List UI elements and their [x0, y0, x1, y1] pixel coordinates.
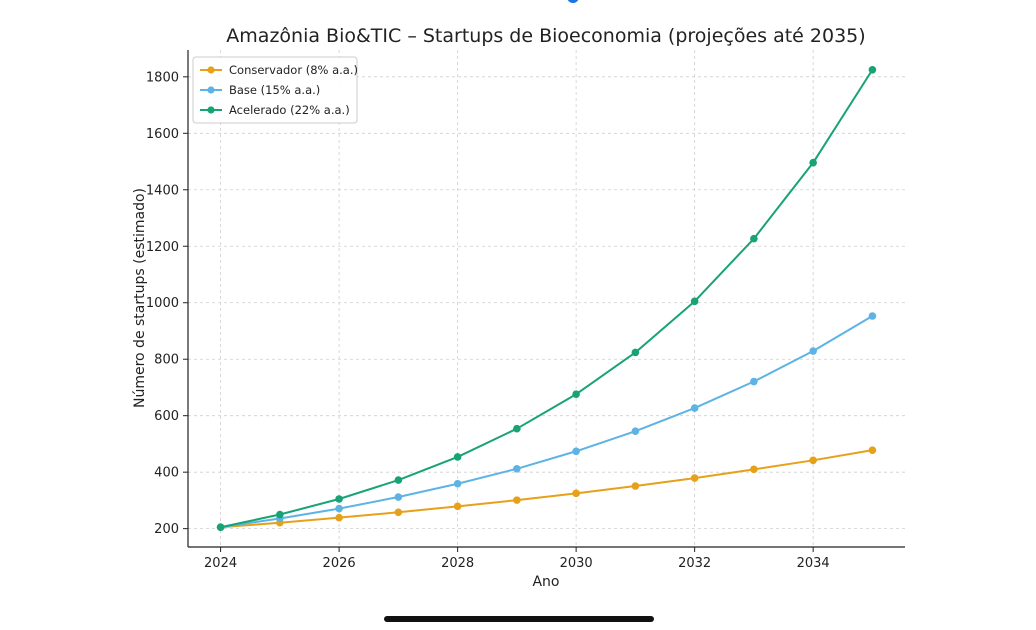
point-acelerado-2025	[276, 510, 284, 519]
chart-title: Amazônia Bio&TIC – Startups de Bioeconom…	[226, 25, 865, 47]
point-base-2028	[453, 479, 462, 488]
point-base-2034	[809, 347, 817, 355]
legend-entry-acelerado: Acelerado (22% a.a.)	[200, 103, 350, 117]
y-tick-label-600: 600	[154, 409, 179, 424]
point-acelerado-2029	[513, 424, 521, 433]
series-acelerado	[216, 65, 877, 532]
point-acelerado-2032	[690, 297, 699, 306]
y-tick-label-1600: 1600	[146, 127, 179, 142]
y-tick-label-1800: 1800	[146, 70, 179, 85]
y-tick-label-400: 400	[154, 466, 179, 481]
legend-marker-acelerado	[207, 106, 215, 114]
point-conservador-2027	[394, 508, 403, 517]
ticks-layer: 2024 2026 2028 2030 2032 2034 200 400 600 800 1000…	[146, 70, 830, 571]
series-base	[216, 312, 877, 532]
point-base-2033	[750, 377, 758, 386]
legend-label-base: Base (15% a.a.)	[229, 83, 320, 97]
x-tick-label-2034: 2034	[797, 556, 830, 571]
point-base-2032	[690, 404, 699, 412]
legend-box	[192, 56, 358, 124]
point-base-2031	[631, 427, 640, 436]
point-conservador-2031	[631, 482, 640, 490]
series-line-base	[220, 315, 873, 529]
legend-marker-conservador	[207, 66, 215, 74]
x-tick-label-2030: 2030	[560, 556, 593, 571]
series-line-conservador	[220, 449, 873, 529]
point-base-2026	[335, 504, 343, 513]
point-conservador-2033	[750, 465, 758, 474]
series-line-acelerado	[220, 69, 874, 529]
legend: Conservador (8% a.a.) Base (15% a.a.) Ac…	[192, 56, 358, 124]
point-conservador-2030	[572, 489, 580, 498]
point-conservador-2032	[690, 474, 699, 482]
x-tick-label-2024: 2024	[204, 556, 237, 571]
status-indicator-dot	[567, 0, 579, 3]
x-tick-label-2032: 2032	[678, 556, 711, 571]
y-tick-label-800: 800	[154, 353, 179, 368]
point-base-2027	[394, 493, 403, 501]
point-acelerado-2027	[394, 476, 403, 484]
legend-label-conservador: Conservador (8% a.a.)	[229, 63, 358, 77]
axes-layer	[187, 50, 905, 548]
point-base-2029	[513, 464, 521, 473]
legend-marker-base	[207, 86, 215, 94]
y-tick-label-1000: 1000	[146, 296, 179, 311]
point-acelerado-2024	[216, 523, 225, 532]
y-tick-label-1400: 1400	[146, 183, 179, 198]
y-axis-label: Número de startups (estimado)	[132, 188, 148, 408]
point-acelerado-2030	[572, 390, 580, 399]
legend-label-acelerado: Acelerado (22% a.a.)	[229, 103, 350, 117]
point-acelerado-2028	[453, 453, 462, 461]
legend-entry-base: Base (15% a.a.)	[200, 83, 320, 97]
point-acelerado-2033	[750, 234, 758, 243]
point-acelerado-2031	[631, 348, 640, 357]
point-conservador-2035	[868, 446, 877, 454]
point-conservador-2026	[335, 513, 343, 522]
x-tick-label-2026: 2026	[323, 556, 356, 571]
point-conservador-2028	[453, 502, 462, 511]
point-base-2035	[868, 312, 877, 320]
legend-entry-conservador: Conservador (8% a.a.)	[200, 63, 358, 77]
point-acelerado-2034	[809, 158, 817, 167]
series-layer	[216, 65, 877, 532]
x-tick-label-2028: 2028	[441, 556, 474, 571]
x-axis-label: Ano	[532, 574, 559, 590]
grid-layer	[188, 50, 905, 547]
point-base-2030	[572, 447, 580, 456]
point-acelerado-2035	[868, 65, 877, 74]
point-acelerado-2026	[335, 495, 343, 503]
point-conservador-2029	[513, 496, 521, 504]
point-conservador-2034	[809, 456, 817, 465]
y-tick-label-1200: 1200	[146, 240, 179, 255]
y-tick-label-200: 200	[154, 522, 179, 537]
home-indicator[interactable]	[384, 616, 654, 622]
